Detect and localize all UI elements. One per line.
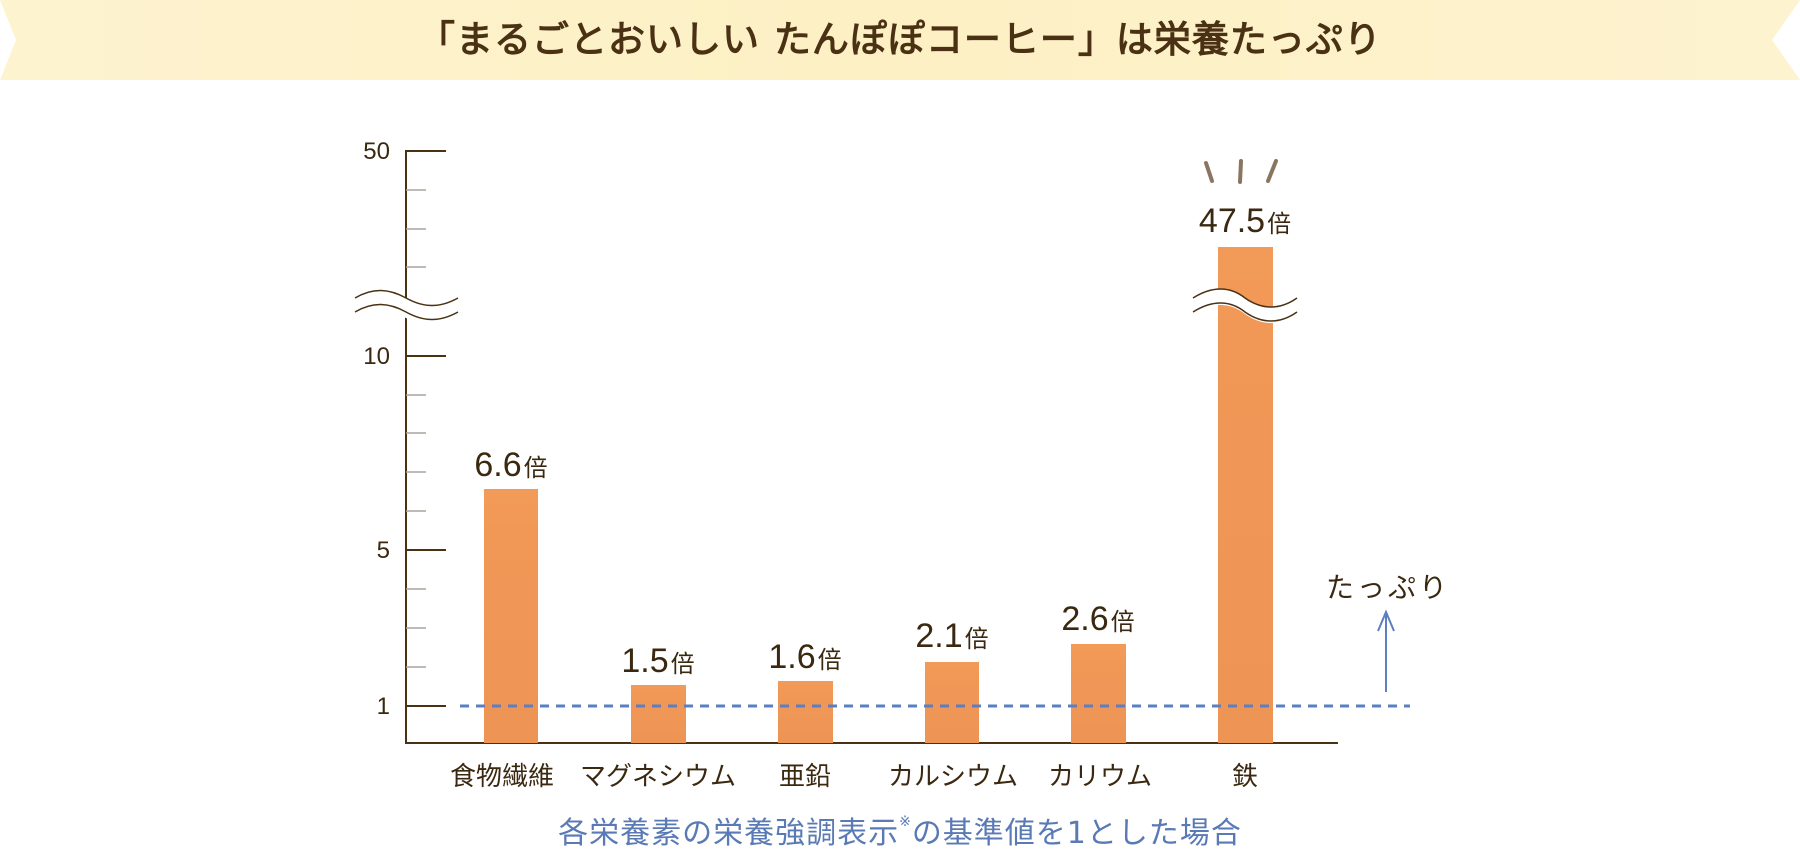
bar-zinc <box>778 681 833 743</box>
bar-value-label: 1.5倍 <box>621 642 695 680</box>
bar-value-label: 1.6倍 <box>768 638 842 676</box>
y-tick-label: 50 <box>363 138 390 165</box>
x-tick-label: 亜鉛 <box>778 762 831 792</box>
bar-break-icon <box>1192 288 1298 323</box>
title-banner: 「まるごとおいしい たんぽぽコーヒー」は栄養たっぷり <box>0 0 1800 80</box>
x-tick-label: 食物繊維 <box>449 762 554 792</box>
y-tick-label: 1 <box>376 693 390 720</box>
axis-break-icon <box>354 289 459 326</box>
x-tick-label: マグネシウム <box>579 762 736 792</box>
x-tick-label: 鉄 <box>1231 762 1258 792</box>
x-tick-label: カルシウム <box>887 762 1018 792</box>
bar-value-label: 47.5倍 <box>1198 202 1292 240</box>
bar-iron <box>1218 247 1273 743</box>
bar-value-label: 2.6倍 <box>1061 600 1135 638</box>
y-tick-label: 5 <box>376 537 390 564</box>
bar-magnesium <box>631 685 686 743</box>
banner-ribbon-shape <box>0 0 1800 80</box>
bar-dietary-fiber <box>484 489 538 743</box>
x-axis-caption: 各栄養素の栄養強調表示※の基準値を1とした場合 <box>558 814 1242 851</box>
x-tick-label: カリウム <box>1047 762 1152 792</box>
y-tick-label: 10 <box>363 343 390 370</box>
bar-value-label: 6.6倍 <box>474 446 548 484</box>
chart-title: 「まるごとおいしい たんぽぽコーヒー」は栄養たっぷり <box>418 18 1382 61</box>
bar-value-label: 2.1倍 <box>915 617 989 655</box>
emphasis-marks-icon <box>1204 159 1278 184</box>
bar-calcium <box>925 662 979 743</box>
bar-potassium <box>1071 644 1126 743</box>
up-arrow-icon <box>1377 609 1395 692</box>
annotation-label: たっぷり <box>1326 571 1451 604</box>
